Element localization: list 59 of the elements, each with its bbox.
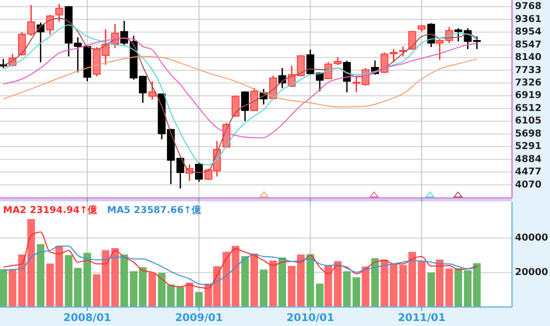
y-tick-label: 4884: [515, 154, 542, 165]
bar: [436, 260, 444, 308]
y-tick-label: 4070: [515, 179, 542, 190]
y-tick-label: 4477: [515, 166, 542, 178]
bar: [454, 268, 462, 308]
bar: [120, 254, 128, 308]
bar: [324, 266, 332, 308]
bar: [334, 261, 342, 308]
bar: [269, 260, 277, 308]
candlestick: [55, 3, 64, 22]
candlestick: [241, 90, 249, 122]
y-tick-label: 5698: [515, 128, 542, 140]
bar: [278, 258, 286, 308]
bar: [241, 256, 249, 308]
bar: [260, 270, 268, 308]
candlestick: [399, 46, 407, 58]
y-tick-label: 9361: [515, 14, 542, 25]
text: MA5 23587.66↑億: [107, 204, 203, 216]
y-tick-label: 40000: [515, 232, 548, 244]
candlestick: [427, 22, 436, 48]
candlestick: [46, 14, 54, 36]
candlestick: [232, 94, 240, 118]
y-tick-label: 9768: [515, 1, 542, 12]
y-tick-label: 8547: [515, 39, 542, 50]
line-series: [2, 56, 478, 108]
x-tick-label: 2010/01: [286, 312, 334, 324]
y-tick-label: 6512: [515, 102, 542, 114]
bar: [83, 252, 92, 308]
bar: [176, 286, 184, 308]
candlestick: [306, 49, 314, 76]
bar: [195, 292, 203, 308]
y-tick-label: 8954: [515, 26, 542, 38]
bar: [36, 244, 44, 308]
text: MA2 23194.94↑億: [3, 204, 99, 216]
candlestick: [454, 28, 462, 42]
y-tick-label: 7733: [515, 64, 542, 76]
line-series: [2, 232, 478, 289]
x-tick-label: 2011/01: [398, 312, 446, 324]
y-tick-label: 20000: [515, 267, 548, 278]
bar: [362, 266, 370, 308]
y-tick-label: 8140: [515, 52, 542, 64]
bar: [445, 268, 453, 308]
y-tick-label: 6919: [515, 90, 542, 102]
bar: [371, 258, 379, 308]
y-tick-label: 5291: [515, 141, 542, 152]
bar: [250, 253, 258, 308]
line-series: [2, 246, 478, 286]
x-tick-label: 2008/01: [63, 312, 112, 324]
x-tick-label: 2009/01: [175, 312, 223, 324]
bar: [306, 254, 314, 308]
y-tick-label: 7326: [515, 78, 542, 89]
bar: [427, 272, 435, 308]
bar: [186, 282, 194, 308]
bar: [148, 272, 156, 308]
bar: [418, 260, 426, 308]
bar: [0, 269, 8, 308]
candlestick: [195, 161, 203, 183]
bar: [316, 284, 324, 308]
y-tick-label: 6105: [515, 116, 542, 127]
